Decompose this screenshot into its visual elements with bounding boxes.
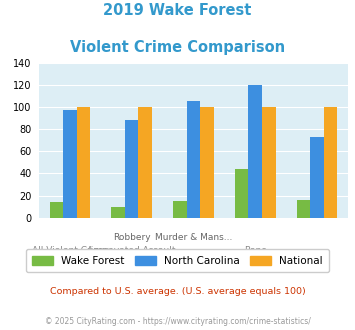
Bar [173,201,187,218]
Bar [248,85,262,218]
Bar [262,107,275,218]
Text: All Violent Crime: All Violent Crime [32,246,108,255]
Text: Murder & Mans...: Murder & Mans... [155,233,232,242]
Bar [50,202,63,218]
Text: Rape: Rape [244,246,267,255]
Bar [235,169,248,218]
Text: Compared to U.S. average. (U.S. average equals 100): Compared to U.S. average. (U.S. average … [50,287,305,296]
Text: Violent Crime Comparison: Violent Crime Comparison [70,40,285,54]
Bar [324,107,337,218]
Bar [297,200,310,218]
Bar [125,120,138,218]
Bar [111,207,125,218]
Bar [138,107,152,218]
Bar [200,107,214,218]
Bar [63,110,77,218]
Bar [187,101,200,218]
Text: Robbery: Robbery [113,233,151,242]
Bar [77,107,90,218]
Text: © 2025 CityRating.com - https://www.cityrating.com/crime-statistics/: © 2025 CityRating.com - https://www.city… [45,317,310,326]
Legend: Wake Forest, North Carolina, National: Wake Forest, North Carolina, National [26,249,329,272]
Text: 2019 Wake Forest: 2019 Wake Forest [103,3,252,18]
Bar [310,137,324,218]
Text: Aggravated Assault: Aggravated Assault [87,246,176,255]
